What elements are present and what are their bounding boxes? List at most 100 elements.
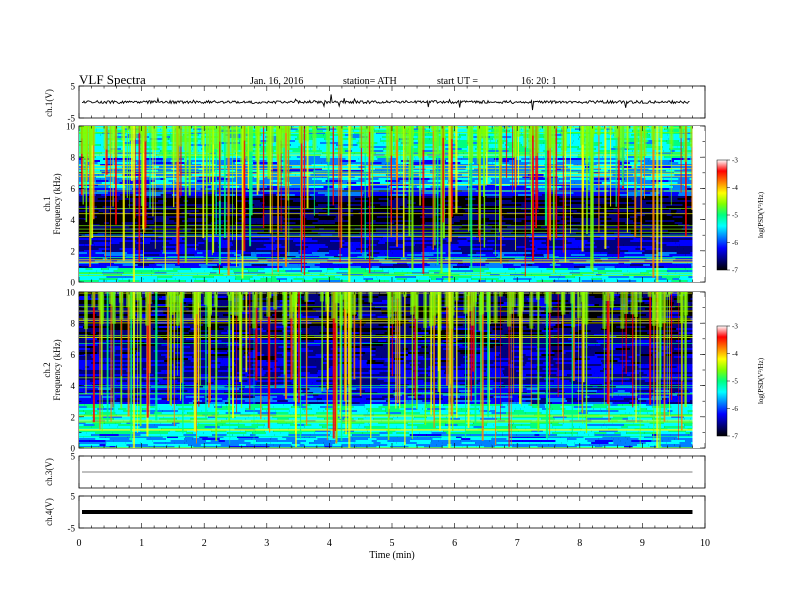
spectrogram-cell [442, 232, 465, 234]
spectrogram-cell [233, 150, 247, 152]
spectrogram-cell [336, 144, 358, 146]
spectrogram-cell [690, 252, 693, 254]
spectrogram-sferic [451, 126, 453, 217]
spectrogram-cell [326, 158, 346, 160]
spectrogram-tone-line [79, 127, 693, 129]
spectrogram-cell [520, 266, 539, 268]
spectrogram-cell [666, 278, 673, 280]
spectrogram-cell [180, 198, 196, 200]
spectrogram-cell [118, 266, 134, 268]
spectrogram-cell [177, 328, 191, 330]
spectrogram-cell [147, 256, 168, 258]
spectrogram-cell [488, 224, 498, 226]
spectrogram-cell [436, 278, 444, 280]
spectrogram-cell [89, 248, 99, 250]
spectrogram-cell [328, 258, 349, 260]
spectrogram-sferic-halo [153, 126, 158, 151]
spectrogram-cell [307, 182, 327, 184]
spectrogram-cell [175, 264, 184, 266]
spectrogram-cell [342, 212, 359, 214]
spectrogram-sferic-halo [516, 126, 521, 137]
spectrogram-cell [249, 170, 257, 172]
spectrogram-cell [108, 298, 126, 300]
spectrogram-cell [156, 134, 179, 136]
spectrogram-cell [532, 166, 554, 168]
spectrogram-cell [267, 294, 278, 296]
spectrogram-cell [535, 206, 546, 208]
spectrogram-cell [362, 202, 371, 204]
spectrogram-cell [298, 252, 312, 254]
spectrogram-cell [460, 230, 472, 232]
spectrogram-cell [518, 210, 534, 212]
spectrogram-cell [238, 264, 252, 266]
spectrogram-cell [145, 224, 151, 226]
spectrogram-sferic [236, 126, 238, 267]
spectrogram-sferic [350, 126, 351, 191]
spectrogram-cell [213, 294, 231, 296]
spectrogram-cell [486, 196, 502, 198]
spectrogram-cell [340, 160, 356, 162]
spectrogram-cell [253, 328, 264, 330]
spectrogram-cell [388, 320, 409, 322]
spectrogram-cell [494, 240, 516, 242]
spectrogram-cell [271, 184, 292, 186]
spectrogram-cell [263, 276, 272, 278]
spectrogram-sferic [224, 126, 226, 238]
spectrogram-cell [465, 196, 487, 198]
spectrogram-cell [606, 146, 614, 148]
spectrogram-cell [418, 188, 426, 190]
spectrogram-cell [192, 232, 209, 234]
spectrogram-cell [90, 296, 104, 298]
spectrogram-cell [550, 274, 561, 276]
spectrogram-cell [467, 280, 479, 282]
spectrogram-cell [115, 328, 133, 330]
spectrogram-sferic [653, 126, 655, 250]
spectrogram-cell [550, 188, 560, 190]
spectrogram-sferic [152, 126, 154, 217]
spectrogram-cell [329, 264, 339, 266]
spectrogram-cell [367, 208, 388, 210]
spectrogram-cell [202, 320, 211, 322]
spectrogram-cell [495, 258, 515, 260]
spectrogram-cell [602, 156, 623, 158]
spectrogram-cell [216, 202, 228, 204]
spectrogram-cell [555, 192, 574, 194]
spectrogram-cell [124, 184, 138, 186]
spectrogram-cell [602, 280, 618, 282]
spectrogram-cell [467, 320, 488, 322]
spectrogram-sferic-halo [634, 126, 639, 164]
spectrogram-cell [429, 178, 451, 180]
spectrogram-cell [290, 224, 300, 226]
spectrogram-cell [390, 258, 401, 260]
spectrogram-cell [448, 320, 468, 322]
spectrogram-cell [131, 270, 152, 272]
spectrogram-cell [342, 162, 352, 164]
spectrogram-cell [204, 270, 217, 272]
spectrogram-cell [471, 242, 483, 244]
spectrogram-tone-line [79, 132, 693, 133]
spectrogram-cell [433, 258, 445, 260]
spectrogram-cell [500, 304, 508, 306]
spectrogram-sferic [339, 126, 341, 262]
spectrogram-cell [402, 230, 411, 232]
spectrogram-cell [685, 254, 693, 256]
spectrogram-cell [494, 246, 517, 248]
spectrogram-cell [94, 258, 103, 260]
spectrogram-cell [350, 186, 368, 188]
spectrogram-cell [414, 166, 436, 168]
spectrogram-cell [571, 280, 582, 282]
spectrogram-sferic-halo [658, 126, 663, 138]
spectrogram-cell [529, 314, 552, 316]
spectrogram-cell [491, 308, 508, 310]
spectrogram-cell [687, 294, 693, 296]
spectrogram-cell [633, 220, 646, 222]
spectrogram-cell [643, 238, 655, 240]
spectrogram-cell [452, 194, 470, 196]
spectrogram-sferic-halo [568, 126, 573, 129]
spectrogram-cell [659, 192, 679, 194]
spectrogram-cell [510, 274, 525, 276]
spectrogram-cell [548, 312, 570, 314]
spectrogram-cell [173, 274, 182, 276]
spectrogram-cell [564, 226, 581, 228]
spectrogram-cell [475, 246, 483, 248]
